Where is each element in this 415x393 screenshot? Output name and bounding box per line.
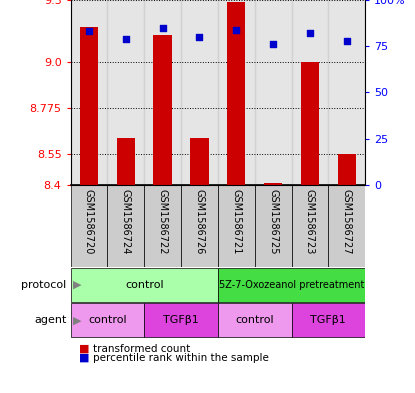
- Bar: [328, 185, 365, 267]
- Bar: [255, 185, 291, 267]
- Bar: [80, 27, 98, 185]
- Bar: [181, 0, 218, 185]
- Text: GSM1586725: GSM1586725: [268, 189, 278, 254]
- Bar: [190, 138, 209, 185]
- Point: [196, 34, 203, 40]
- Bar: [144, 303, 218, 337]
- Point: [233, 26, 239, 33]
- Text: GSM1586720: GSM1586720: [84, 189, 94, 254]
- Bar: [144, 0, 181, 185]
- Text: GSM1586723: GSM1586723: [305, 189, 315, 254]
- Text: ▶: ▶: [73, 315, 81, 325]
- Text: GSM1586721: GSM1586721: [231, 189, 241, 254]
- Point: [85, 28, 92, 35]
- Text: GSM1586724: GSM1586724: [121, 189, 131, 254]
- Bar: [291, 185, 328, 267]
- Text: TGFβ1: TGFβ1: [163, 315, 199, 325]
- Text: TGFβ1: TGFβ1: [310, 315, 346, 325]
- Bar: [218, 0, 255, 185]
- Point: [159, 24, 166, 31]
- Text: control: control: [88, 315, 127, 325]
- Bar: [291, 0, 328, 185]
- Text: transformed count: transformed count: [93, 343, 190, 354]
- Point: [307, 30, 313, 37]
- Text: ■: ■: [79, 353, 89, 363]
- Text: ■: ■: [79, 343, 89, 354]
- Text: percentile rank within the sample: percentile rank within the sample: [93, 353, 269, 363]
- Bar: [71, 303, 144, 337]
- Text: GSM1586722: GSM1586722: [158, 189, 168, 254]
- Bar: [328, 0, 365, 185]
- Bar: [181, 185, 218, 267]
- Text: control: control: [125, 280, 164, 290]
- Text: ▶: ▶: [73, 280, 81, 290]
- Point: [122, 36, 129, 42]
- Bar: [154, 35, 172, 185]
- Bar: [337, 154, 356, 185]
- Bar: [71, 268, 218, 302]
- Bar: [255, 0, 291, 185]
- Bar: [218, 268, 365, 302]
- Bar: [264, 183, 282, 185]
- Bar: [218, 185, 255, 267]
- Bar: [291, 303, 365, 337]
- Bar: [227, 2, 246, 185]
- Bar: [117, 138, 135, 185]
- Bar: [71, 185, 107, 267]
- Text: GSM1586726: GSM1586726: [195, 189, 205, 254]
- Bar: [107, 185, 144, 267]
- Bar: [107, 0, 144, 185]
- Bar: [218, 303, 291, 337]
- Bar: [71, 0, 107, 185]
- Text: protocol: protocol: [21, 280, 66, 290]
- Point: [270, 41, 276, 48]
- Text: GSM1586727: GSM1586727: [342, 189, 352, 254]
- Text: agent: agent: [34, 315, 66, 325]
- Bar: [144, 185, 181, 267]
- Text: control: control: [235, 315, 274, 325]
- Bar: [301, 62, 319, 185]
- Text: 5Z-7-Oxozeanol pretreatment: 5Z-7-Oxozeanol pretreatment: [219, 280, 364, 290]
- Point: [344, 37, 350, 44]
